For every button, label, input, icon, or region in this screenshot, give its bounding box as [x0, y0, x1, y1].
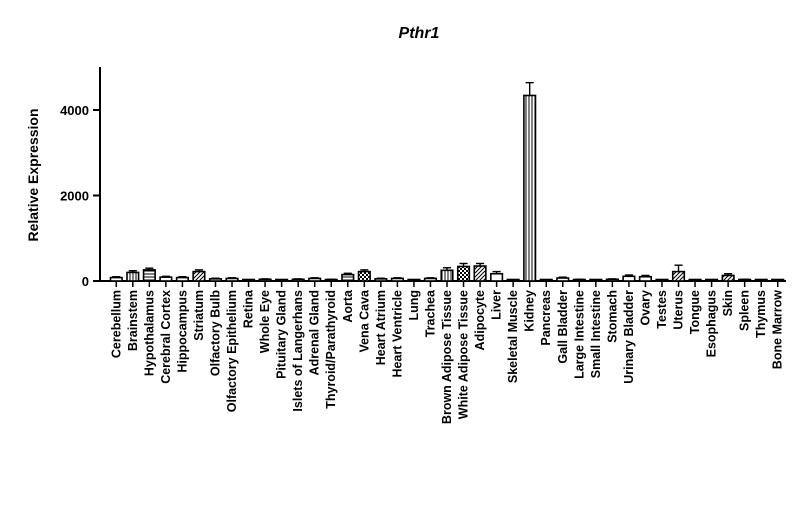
x-tick-label: Stomach — [605, 290, 619, 343]
x-tick-label: Heart Atrium — [374, 290, 388, 365]
x-tick-label: Brown Adipose Tissue — [440, 290, 454, 424]
bar — [225, 277, 239, 282]
x-tick-label: Thyroid/Parathyroid — [324, 290, 338, 409]
x-tick-label: Uterus — [672, 290, 686, 330]
bar — [473, 265, 487, 282]
x-tick-label: Ovary — [638, 290, 652, 325]
bar — [109, 276, 123, 282]
x-tick-label: Spleen — [738, 290, 752, 331]
y-tick-label: 2000 — [60, 189, 89, 204]
bar — [374, 278, 388, 282]
x-tick-label: Small Intestine — [589, 290, 603, 378]
x-tick-label: Olfactory Bulb — [208, 290, 222, 376]
y-tick-label: 4000 — [60, 103, 89, 118]
x-tick-label: Cerebral Cortex — [159, 290, 173, 384]
x-tick-label: Whole Eye — [258, 290, 272, 353]
x-tick-label: Heart Ventricle — [390, 290, 404, 378]
x-tick-label: Pituitary Gland — [275, 290, 289, 379]
x-tick-label: Hypothalamus — [142, 290, 156, 376]
x-tick-label: Tongue — [688, 290, 702, 334]
bar — [159, 276, 173, 282]
x-tick-label: Retina — [242, 289, 256, 328]
bar — [638, 275, 653, 282]
x-tick-label: Thymus — [754, 290, 768, 338]
x-tick-label: Lung — [407, 290, 421, 321]
x-tick-label: Olfactory Epithelium — [225, 290, 239, 412]
x-tick-label: Hippocampus — [175, 290, 189, 373]
bar — [556, 277, 570, 282]
bar — [126, 271, 140, 282]
x-tick-label: Adipocyte — [473, 290, 487, 350]
bar — [357, 270, 371, 282]
bar — [721, 274, 735, 282]
y-tick-label: 0 — [82, 274, 89, 289]
x-tick-label: Aorta — [341, 289, 355, 323]
x-tick-label: Brainstem — [126, 290, 140, 351]
bar — [671, 270, 686, 282]
bar — [175, 276, 190, 282]
x-tick-label: Skeletal Muscle — [506, 290, 520, 383]
x-tick-label: Cerebellum — [109, 290, 123, 358]
x-tick-label: Kidney — [523, 290, 537, 332]
bar — [308, 277, 322, 282]
bar — [490, 272, 504, 282]
x-tick-label: Vena Cava — [357, 289, 371, 353]
bar — [523, 94, 537, 282]
x-tick-label: Adrenal Gland — [308, 290, 322, 375]
bar — [341, 273, 355, 282]
bar — [390, 277, 404, 282]
x-tick-label: Striatum — [192, 290, 206, 341]
bar — [208, 278, 223, 282]
x-tick-label: Esophagus — [705, 290, 719, 357]
x-tick-label: White Adipose Tissue — [457, 290, 471, 419]
x-tick-label: Bone Marrow — [771, 290, 785, 369]
y-axis-label: Relative Expression — [25, 108, 41, 241]
bar — [456, 265, 471, 282]
x-tick-label: Liver — [490, 290, 504, 320]
bar — [192, 270, 206, 282]
x-tick-label: Pancreas — [539, 290, 553, 346]
x-tick-label: Trachea — [423, 289, 437, 337]
x-tick-label: Skin — [721, 290, 735, 316]
x-tick-label: Urinary Bladder — [622, 290, 636, 384]
bar — [142, 269, 156, 282]
bar — [440, 269, 454, 282]
chart-title: Pthr1 — [399, 25, 440, 42]
x-tick-label: Islets of Langerhans — [291, 290, 305, 412]
bar — [423, 277, 438, 282]
x-tick-label: Large Intestine — [572, 290, 586, 379]
x-tick-label: Testes — [655, 290, 669, 329]
bar — [622, 275, 636, 282]
x-tick-label: Gall Bladder — [556, 290, 570, 364]
